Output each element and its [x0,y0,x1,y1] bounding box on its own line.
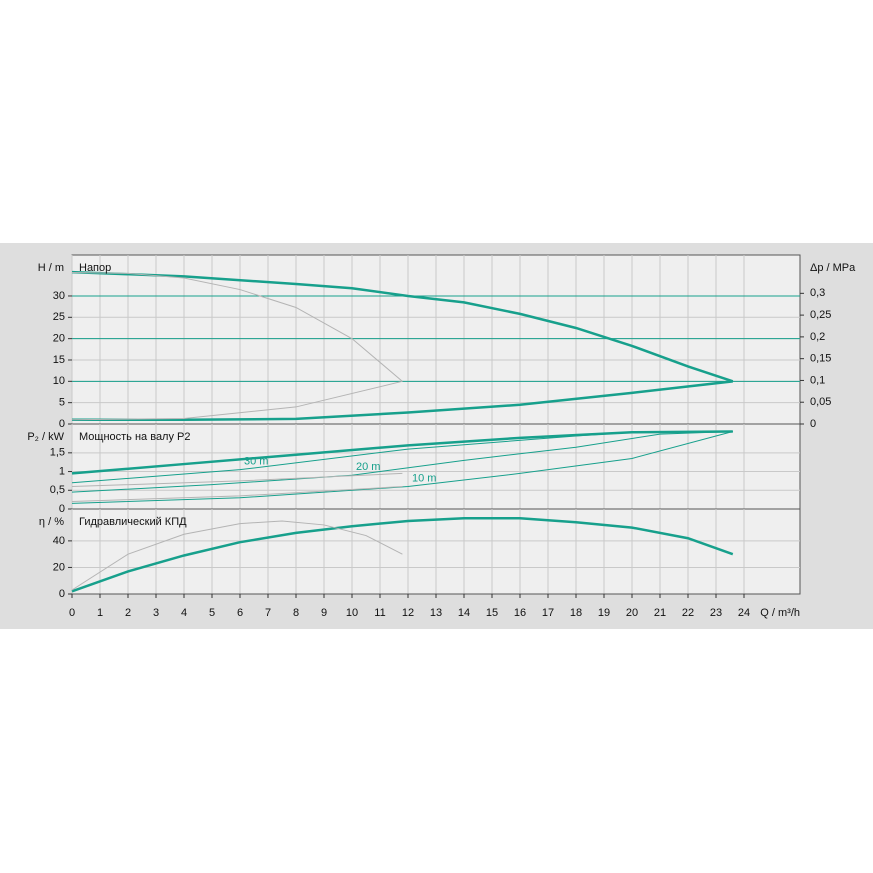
x-tick-label: 14 [458,607,470,619]
x-tick-label: 7 [265,607,271,619]
x-axis-label: Q / m³/h [760,607,800,619]
x-tick-label: 0 [69,607,75,619]
curve-label: 20 m [356,461,380,473]
y-tick-label: 25 [53,311,65,323]
y-tick-label: 0 [59,418,65,430]
x-tick-label: 11 [374,607,385,619]
curve [71,486,403,503]
y-tick-label: 1 [59,465,65,477]
y-tick-label: 5 [59,397,65,409]
y2-tick-label: 0,1 [810,374,825,386]
y2-tick-label: 0,05 [810,396,831,408]
curve-label: 30 m [244,456,268,468]
x-tick-label: 15 [486,607,498,619]
y-tick-label: 0 [59,588,65,600]
y-axis-label: η / % [39,516,64,528]
x-tick-label: 8 [293,607,299,619]
panel-title: Напор [79,262,111,274]
curve [72,380,733,421]
y-tick-label: 10 [53,375,65,387]
curve [71,472,403,488]
y2-tick-label: 0,25 [810,309,831,321]
panel-title: Мощность на валу P2 [79,431,191,443]
x-tick-label: 4 [181,607,187,619]
curve [71,517,734,593]
y2-tick-label: 0 [810,418,816,430]
x-tick-label: 16 [514,607,526,619]
y-tick-label: 20 [53,561,65,573]
x-tick-label: 19 [598,607,610,619]
curve [71,380,403,421]
y-tick-label: 1,5 [50,447,65,459]
x-tick-label: 18 [570,607,582,619]
curve [71,431,633,484]
y-tick-label: 0 [59,503,65,515]
x-tick-label: 20 [626,607,638,619]
curve [71,270,734,383]
y2-tick-label: 0,15 [810,353,831,365]
x-tick-label: 9 [321,607,327,619]
y-tick-label: 15 [53,354,65,366]
x-tick-label: 10 [346,607,358,619]
x-tick-label: 13 [430,607,442,619]
x-tick-label: 6 [237,607,243,619]
y2-axis-label: Δp / MPa [810,262,856,274]
y-tick-label: 30 [53,290,65,302]
curve [71,431,733,504]
x-tick-label: 22 [682,607,694,619]
curve [71,430,733,493]
y-axis-label: H / m [38,262,64,274]
x-tick-label: 1 [97,607,103,619]
x-tick-label: 24 [738,607,750,619]
y-tick-label: 20 [53,333,65,345]
panel-title: Гидравлический КПД [79,516,187,528]
y-tick-label: 40 [53,535,65,547]
curve-label: 10 m [412,472,436,484]
x-tick-label: 12 [402,607,414,619]
x-tick-label: 3 [153,607,159,619]
y-axis-label: P₂ / kW [27,431,64,443]
x-tick-label: 2 [125,607,131,619]
y-tick-label: 0,5 [50,484,65,496]
y2-tick-label: 0,2 [810,331,825,343]
x-tick-label: 21 [654,607,666,619]
curve [71,271,403,382]
curve [71,520,403,591]
y2-tick-label: 0,3 [810,287,825,299]
x-tick-label: 23 [710,607,722,619]
x-tick-label: 17 [542,607,554,619]
x-tick-label: 5 [209,607,215,619]
